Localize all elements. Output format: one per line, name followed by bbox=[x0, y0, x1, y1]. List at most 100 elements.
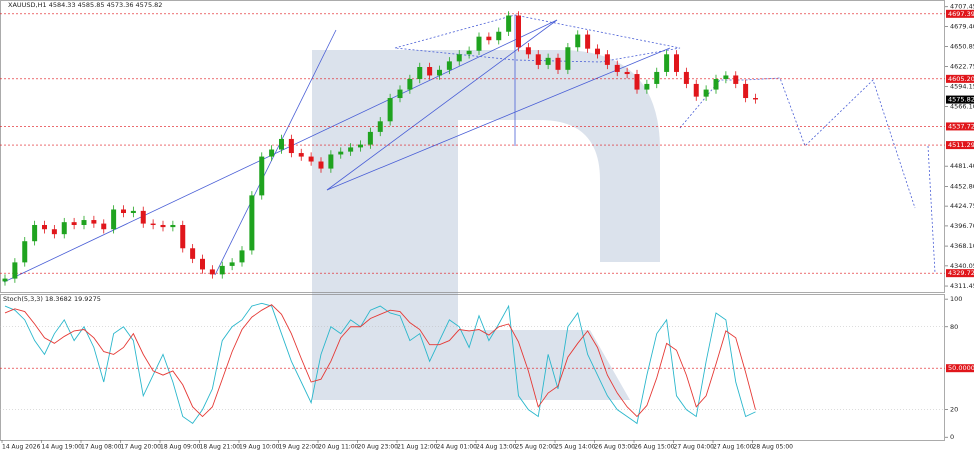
y-tick-label: 4368.10 bbox=[950, 242, 974, 250]
x-tick-label: 17 Aug 08:00 bbox=[81, 444, 122, 451]
candle-body bbox=[328, 154, 334, 169]
candle-body bbox=[121, 209, 126, 214]
y-tick-label: 4566.10 bbox=[950, 102, 974, 110]
level-label: 4511.29 bbox=[948, 141, 974, 149]
level-tag bbox=[946, 364, 974, 373]
candle-body bbox=[516, 15, 521, 48]
candle-body bbox=[308, 156, 314, 162]
candle-body bbox=[190, 248, 196, 259]
y-tick-label: 4452.80 bbox=[950, 182, 974, 190]
y-tick-label: 4340.05 bbox=[950, 262, 974, 270]
y-tick-label: 4679.40 bbox=[950, 23, 974, 31]
candle-body bbox=[338, 151, 344, 155]
level-label: 50.0000 bbox=[948, 364, 974, 372]
candle-body bbox=[377, 121, 383, 132]
x-tick-label: 19 Aug 22:00 bbox=[279, 444, 320, 451]
candle-body bbox=[644, 83, 650, 90]
candle-body bbox=[32, 224, 38, 242]
candle-body bbox=[506, 15, 512, 32]
x-tick-label: 24 Aug 01:00 bbox=[437, 444, 478, 451]
candle-body bbox=[604, 54, 610, 65]
panel-frames bbox=[0, 0, 945, 441]
level-tag bbox=[946, 141, 974, 150]
y-tick-label: 4650.85 bbox=[950, 43, 974, 51]
candle-body bbox=[51, 229, 57, 235]
candle-body bbox=[585, 34, 591, 49]
candle-body bbox=[417, 67, 423, 79]
candle-body bbox=[130, 210, 136, 214]
y-tick-label: 4622.75 bbox=[950, 62, 974, 70]
candle-body bbox=[42, 224, 47, 230]
x-tick-label: 21 Aug 12:00 bbox=[397, 444, 438, 451]
level-label: 4605.20 bbox=[948, 75, 974, 83]
candle-body bbox=[200, 258, 205, 270]
x-tick-label: 14 Aug 19:00 bbox=[42, 444, 83, 451]
candle-body bbox=[496, 31, 502, 41]
candle-body bbox=[219, 265, 225, 275]
candle-body bbox=[259, 156, 265, 196]
candle-body bbox=[733, 75, 739, 84]
candle-body bbox=[61, 222, 67, 235]
indicator-line bbox=[4, 302, 756, 425]
candle-body bbox=[209, 269, 215, 275]
candle-body bbox=[288, 138, 294, 154]
x-tick-label: 25 Aug 14:00 bbox=[555, 444, 596, 451]
candle-body bbox=[545, 57, 551, 65]
indicator-title: Stoch(5,3,3) 18.3682 19.9275 bbox=[3, 295, 101, 303]
candle-body bbox=[249, 195, 255, 251]
x-tick-label: 24 Aug 13:00 bbox=[476, 444, 517, 451]
candle-body bbox=[723, 75, 729, 79]
level-label: 4697.39 bbox=[948, 10, 974, 18]
candle-body bbox=[713, 78, 719, 90]
candle-body bbox=[91, 220, 97, 224]
drawings bbox=[3, 14, 936, 283]
x-tick-label: 17 Aug 20:00 bbox=[121, 444, 162, 451]
y-tick-label: 4396.70 bbox=[950, 222, 974, 230]
candle-body bbox=[446, 61, 452, 70]
candle-body bbox=[624, 71, 630, 75]
y-tick-label: 80 bbox=[950, 323, 958, 331]
candle-body bbox=[753, 98, 758, 100]
candle-body bbox=[2, 278, 8, 282]
x-tick-label: 20 Aug 23:00 bbox=[358, 444, 399, 451]
candle-body bbox=[693, 83, 699, 97]
y-tick-label: 4707.45 bbox=[950, 3, 974, 11]
x-tick-label: 25 Aug 02:00 bbox=[516, 444, 557, 451]
candle-body bbox=[81, 220, 87, 225]
candle-body bbox=[683, 71, 689, 84]
chart-title: XAUUSD,H1 4584.33 4585.85 4573.36 4575.8… bbox=[8, 1, 162, 9]
last-price-tag bbox=[946, 95, 974, 104]
candle-body bbox=[12, 262, 18, 279]
x-tick-label: 28 Aug 05:00 bbox=[753, 444, 794, 451]
candle-body bbox=[358, 144, 363, 148]
candle-body bbox=[575, 34, 581, 48]
candle-body bbox=[239, 250, 245, 263]
y-tick-label: 4424.75 bbox=[950, 202, 974, 210]
candle-body bbox=[476, 36, 482, 51]
candle-body bbox=[170, 224, 176, 228]
candle-body bbox=[180, 224, 186, 249]
candle-body bbox=[486, 36, 492, 41]
candle-body bbox=[150, 223, 156, 225]
x-tick-label: 20 Aug 11:00 bbox=[318, 444, 359, 451]
level-tag bbox=[946, 9, 974, 18]
level-tag bbox=[946, 74, 974, 83]
x-tick-label: 19 Aug 10:00 bbox=[239, 444, 280, 451]
indicator-line bbox=[4, 304, 756, 418]
candle-body bbox=[279, 138, 284, 150]
level-label: 4329.72 bbox=[948, 269, 974, 277]
y-tick-label: 4311.45 bbox=[950, 282, 974, 290]
candle-body bbox=[269, 149, 275, 157]
candle-body bbox=[555, 57, 561, 70]
candle-body bbox=[456, 54, 462, 62]
x-tick-label: 27 Aug 16:00 bbox=[713, 444, 754, 451]
candle-body bbox=[348, 147, 354, 152]
candle-body bbox=[654, 71, 660, 84]
candle-body bbox=[437, 69, 442, 76]
y-tick-label: 4594.15 bbox=[950, 83, 974, 91]
candle-body bbox=[387, 98, 393, 122]
candle-body bbox=[674, 54, 679, 72]
candle-body bbox=[160, 224, 166, 228]
candle-body bbox=[525, 47, 531, 55]
last-price-label: 4575.82 bbox=[948, 96, 974, 104]
